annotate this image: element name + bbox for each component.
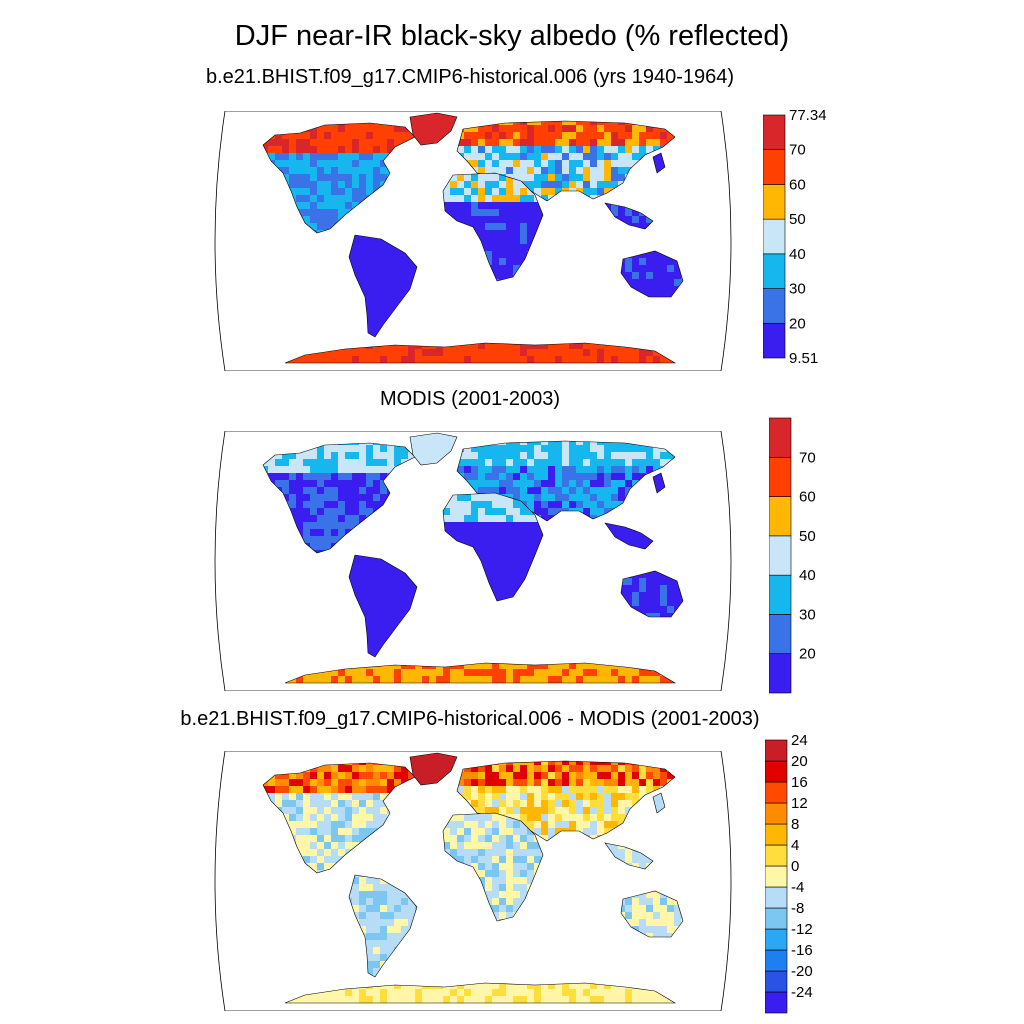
colorbar-swatch xyxy=(769,575,791,614)
colorbar-tick-label: 0 xyxy=(791,858,799,875)
panel-title-difference: b.e21.BHIST.f09_g17.CMIP6-historical.006… xyxy=(0,708,940,731)
colorbar-swatch xyxy=(765,929,787,950)
colorbar-swatch xyxy=(763,219,785,254)
map-modis-albedo xyxy=(205,431,741,691)
colorbar-tick-label: -8 xyxy=(791,900,804,917)
colorbar-tick-label: 30 xyxy=(789,281,806,298)
colorbar-tick-label: 20 xyxy=(791,753,808,770)
colorbar-swatch xyxy=(769,457,791,496)
colorbar-tick-label: 8 xyxy=(791,816,799,833)
colorbar-swatch xyxy=(765,740,787,761)
colorbar-swatch xyxy=(765,992,787,1013)
colorbar-swatch xyxy=(769,536,791,575)
colorbar-model: 9.51 20 30 40 50 60 70 77.34 xyxy=(763,105,853,368)
colorbar-tick-label: 40 xyxy=(789,246,806,263)
colorbar-tick-label: 20 xyxy=(799,646,816,663)
colorbar-tick-label: -16 xyxy=(791,942,813,959)
colorbar-tick-label: 70 xyxy=(789,142,806,159)
colorbar-swatch xyxy=(763,323,785,358)
figure-title: DJF near-IR black-sky albedo (% reflecte… xyxy=(0,20,1024,53)
colorbar-tick-label: -12 xyxy=(791,921,813,938)
colorbar-tick-label: 60 xyxy=(789,176,806,193)
colorbar-swatch xyxy=(765,908,787,929)
colorbar-swatch xyxy=(763,115,785,150)
panel-title-model: b.e21.BHIST.f09_g17.CMIP6-historical.006… xyxy=(0,66,940,89)
map-model-albedo xyxy=(205,111,741,371)
colorbar-swatch xyxy=(769,654,791,693)
colorbar-swatch xyxy=(765,866,787,887)
colorbar-tick-label: 12 xyxy=(791,795,808,812)
colorbar-tick-label: 9.51 xyxy=(789,350,818,367)
colorbar-tick-label: -4 xyxy=(791,879,804,896)
colorbar-swatch xyxy=(763,184,785,219)
colorbar-tick-label: 77.34 xyxy=(789,107,827,124)
colorbar-swatch xyxy=(765,971,787,992)
colorbar-swatch xyxy=(763,254,785,289)
colorbar-swatch xyxy=(765,761,787,782)
colorbar-tick-label: 30 xyxy=(799,606,816,623)
colorbar-tick-label: 50 xyxy=(789,211,806,228)
colorbar-swatch xyxy=(769,418,791,457)
map-albedo-difference xyxy=(205,751,741,1011)
colorbar-tick-label: -20 xyxy=(791,963,813,980)
colorbar-tick-label: 60 xyxy=(799,489,816,506)
colorbar-swatch xyxy=(763,289,785,324)
colorbar-swatch xyxy=(769,497,791,536)
colorbar-swatch xyxy=(765,782,787,803)
colorbar-tick-label: 16 xyxy=(791,774,808,791)
colorbar-swatch xyxy=(765,950,787,971)
colorbar-tick-label: 40 xyxy=(799,567,816,584)
colorbar-swatch xyxy=(765,887,787,908)
colorbar-tick-label: 70 xyxy=(799,449,816,466)
colorbar-tick-label: 4 xyxy=(791,837,799,854)
colorbar-tick-label: -24 xyxy=(791,984,813,1001)
colorbar-swatch xyxy=(765,824,787,845)
colorbar-tick-label: 24 xyxy=(791,732,808,749)
colorbar-tick-label: 20 xyxy=(789,315,806,332)
colorbar-swatch xyxy=(765,845,787,866)
colorbar-swatch xyxy=(769,614,791,653)
colorbar-modis: 20 30 40 50 60 70 xyxy=(769,408,859,703)
colorbar-swatch xyxy=(763,150,785,185)
colorbar-swatch xyxy=(765,803,787,824)
colorbar-difference: -24 -20 -16 -12 -8 -4 0 4 8 12 16 20 24 xyxy=(765,730,855,1023)
colorbar-tick-label: 50 xyxy=(799,528,816,545)
